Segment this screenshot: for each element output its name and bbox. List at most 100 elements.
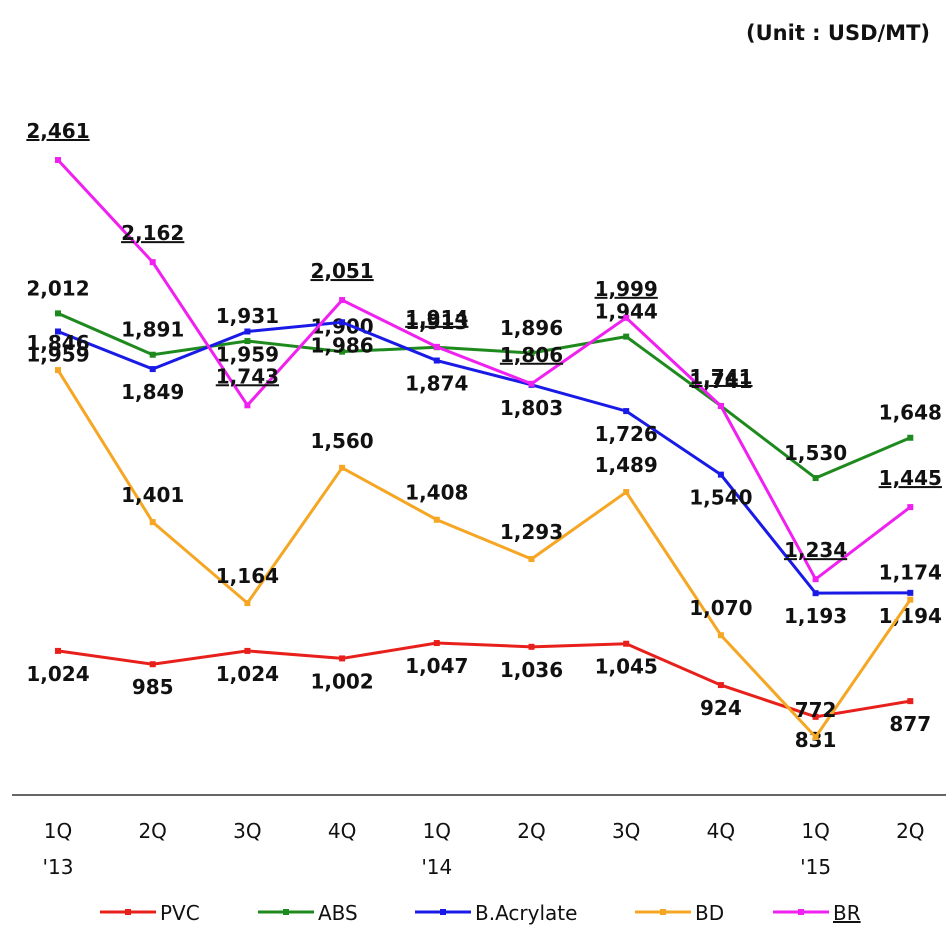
data-label: 1,741 (689, 365, 752, 389)
data-label: 1,174 (879, 561, 942, 585)
data-label: 1,959 (216, 342, 279, 366)
series-line (57, 641, 911, 719)
legend-label: ABS (318, 901, 358, 925)
data-label: 1,999 (595, 277, 658, 301)
marker (812, 475, 819, 482)
marker (907, 504, 914, 511)
data-label: 1,849 (121, 380, 184, 404)
data-label: 1,036 (500, 658, 563, 682)
marker (812, 713, 819, 720)
marker (433, 640, 440, 647)
x-tick-label: 1Q '14 (421, 819, 452, 879)
data-label: 772 (795, 698, 837, 722)
marker (717, 682, 724, 689)
legend-label: B.Acrylate (475, 901, 577, 925)
marker (623, 489, 630, 496)
marker (339, 319, 346, 326)
data-label: 1,234 (784, 538, 847, 562)
data-label: 2,162 (121, 221, 184, 245)
marker (149, 351, 156, 358)
marker (55, 310, 61, 317)
data-label: 1,726 (595, 422, 658, 446)
marker (907, 434, 914, 441)
marker (55, 328, 61, 335)
data-label: 1,913 (405, 310, 468, 334)
data-label: 1,401 (121, 483, 184, 507)
data-label: 924 (700, 696, 742, 720)
data-label: 1,900 (310, 315, 373, 339)
marker (528, 380, 535, 387)
legend-label: BD (695, 901, 724, 925)
data-label: 1,914 (405, 306, 468, 330)
data-label: 1,047 (405, 654, 468, 678)
marker (339, 297, 346, 304)
data-label: 1,540 (689, 486, 752, 510)
data-label: 2,461 (26, 119, 89, 143)
x-tick-label: 1Q '13 (43, 819, 74, 879)
x-tick-label: 2Q (896, 819, 924, 843)
data-label: 877 (889, 712, 931, 736)
data-label: 1,489 (595, 453, 658, 477)
series-line (57, 320, 911, 595)
data-label: 1,959 (26, 342, 89, 366)
x-tick-label: 1Q '15 (800, 819, 831, 879)
x-tick-label: 2Q (138, 819, 166, 843)
marker (907, 596, 914, 603)
marker (55, 157, 61, 163)
marker (149, 661, 156, 668)
data-label: 1,743 (216, 364, 279, 388)
marker (812, 576, 819, 583)
data-label: 1,024 (26, 662, 89, 686)
marker (907, 589, 914, 596)
data-label: 1,024 (216, 662, 279, 686)
data-label: 985 (132, 675, 174, 699)
data-label: 1,874 (405, 372, 468, 396)
marker (812, 734, 819, 740)
marker (623, 408, 630, 415)
data-label: 1,560 (310, 429, 373, 453)
data-label: 1,846 (26, 331, 89, 355)
legend-marker (283, 909, 289, 915)
data-label: 1,193 (784, 604, 847, 628)
x-tick-label: 2Q (517, 819, 545, 843)
data-label: 1,070 (689, 596, 752, 620)
marker (244, 647, 251, 654)
data-label: 1,931 (216, 304, 279, 328)
data-label: 1,803 (500, 396, 563, 420)
data-label: 1,194 (879, 604, 942, 628)
x-tick-label: 4Q (328, 819, 356, 843)
marker (244, 338, 251, 345)
marker (528, 643, 535, 650)
data-label: 1,002 (310, 669, 373, 693)
data-label: 1,648 (879, 401, 942, 425)
data-label: 1,045 (595, 655, 658, 679)
marker (149, 259, 156, 266)
marker (433, 343, 440, 350)
legend-marker (440, 909, 446, 915)
data-label: 1,806 (500, 343, 563, 367)
series-line (56, 158, 912, 582)
marker (623, 333, 630, 340)
data-label: 1,891 (121, 318, 184, 342)
marker (244, 600, 251, 607)
marker (149, 366, 156, 373)
data-label: 1,741 (689, 369, 752, 393)
marker (339, 655, 346, 662)
series-line (56, 369, 912, 740)
data-label: 2,051 (310, 259, 373, 283)
unit-label: (Unit : USD/MT) (746, 21, 930, 45)
x-tick-label: 3Q (233, 819, 261, 843)
legend-marker (660, 909, 666, 915)
marker (55, 367, 61, 374)
marker (244, 328, 251, 335)
marker (717, 632, 724, 639)
marker (55, 647, 61, 654)
data-label: 1,293 (500, 520, 563, 544)
marker (433, 516, 440, 523)
data-label: 1,408 (405, 481, 468, 505)
data-label: 1,530 (784, 441, 847, 465)
marker (528, 556, 535, 563)
series-line (57, 312, 911, 480)
data-label: 1,445 (879, 466, 942, 490)
